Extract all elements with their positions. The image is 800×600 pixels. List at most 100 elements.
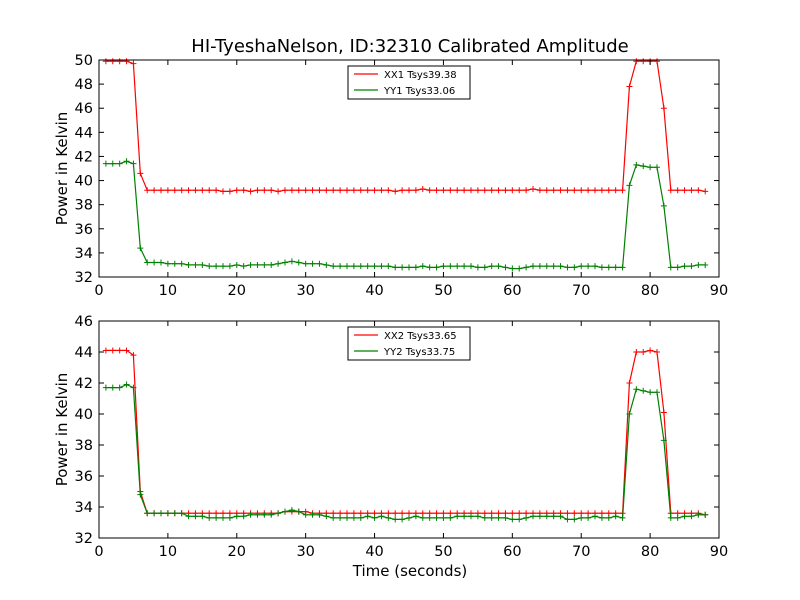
- bottom-series-1-point: [578, 514, 585, 521]
- bottom-x-tick-label: 80: [641, 544, 659, 560]
- bottom-series-1-point: [681, 513, 688, 520]
- top-x-tick-label: 20: [228, 283, 246, 299]
- bottom-series-1-point: [288, 507, 295, 514]
- top-series-1-point: [268, 261, 275, 268]
- bottom-y-axis-label: Power in Kelvin: [53, 373, 71, 487]
- top-series-0-point: [681, 187, 688, 194]
- bottom-series-line-1: [105, 383, 706, 521]
- bottom-series-1-point: [158, 510, 164, 517]
- top-series-1-point: [598, 264, 605, 271]
- bottom-series-1-point: [151, 510, 158, 517]
- top-series-1-point: [523, 264, 530, 271]
- top-series-1-point: [116, 160, 123, 167]
- top-series-0-point: [178, 187, 185, 194]
- top-series-0-point: [116, 58, 123, 65]
- top-series-0-point: [557, 187, 564, 194]
- bottom-panel: 0 10 20 30 40 50 60 70 80 90 32 34 36 38 40 42 44 46 Powe…: [53, 314, 728, 560]
- top-legend-label-yy1: YY1 Tsys33.06: [383, 86, 455, 97]
- bottom-series-1-point: [660, 437, 667, 444]
- top-series-1-point: [302, 260, 309, 267]
- bottom-series-0-point: [399, 510, 406, 517]
- top-series-1-point: [509, 265, 516, 272]
- top-series-0-point: [323, 187, 330, 194]
- bottom-legend: XX2 Tsys33.65 YY2 Tsys33.75: [347, 326, 471, 361]
- top-series-1-point: [392, 264, 399, 271]
- top-series-1-point: [357, 263, 364, 270]
- bottom-series-0-point: [571, 510, 578, 517]
- chart-title: HI-TyeshaNelson, ID:32310 Calibrated Amp…: [191, 36, 628, 57]
- bottom-series-1-point: [640, 387, 647, 394]
- top-series-0-point: [488, 187, 495, 194]
- top-series-0-point: [495, 187, 502, 194]
- top-series-1-point: [350, 263, 357, 270]
- bottom-x-tick-label: 10: [159, 544, 177, 560]
- top-series-0-point: [598, 187, 605, 194]
- bottom-series-0-point: [509, 510, 516, 517]
- top-series-1-point: [344, 263, 350, 270]
- top-legend: XX1 Tsys39.38 YY1 Tsys33.06: [347, 65, 471, 100]
- bottom-y-tick-label: 44: [75, 345, 93, 361]
- top-series-0-point: [640, 58, 647, 65]
- top-series-1-point: [468, 263, 474, 270]
- top-series-0-point: [109, 58, 116, 65]
- bottom-x-tick-label: 20: [228, 544, 246, 560]
- bottom-series-1-point: [261, 511, 268, 518]
- top-series-0-point: [633, 58, 640, 65]
- bottom-series-1-point: [550, 513, 557, 520]
- top-legend-box: [347, 65, 471, 100]
- top-series-0-point: [688, 187, 695, 194]
- top-series-0-point: [619, 187, 626, 194]
- bottom-series-0-point: [130, 352, 137, 359]
- bottom-series-1-point: [536, 513, 543, 520]
- bottom-series-1-point: [213, 514, 220, 521]
- top-series-1-point: [220, 263, 226, 270]
- bottom-series-1-point: [509, 516, 516, 523]
- top-x-tick-label: 60: [503, 283, 521, 299]
- bottom-series-1-point: [619, 514, 626, 521]
- bottom-series-1-point: [412, 513, 419, 520]
- top-panel: 0 10 20 30 40 50 60 70 80 9032343638404244464850 …: [53, 53, 728, 299]
- top-series-0-point: [302, 187, 309, 194]
- top-series-1-point: [226, 263, 233, 270]
- top-series-1-point: [137, 245, 144, 252]
- top-y-tick-label: 46: [75, 101, 93, 117]
- bottom-series-1-point: [171, 510, 178, 517]
- top-x-tick-label: 50: [434, 283, 452, 299]
- bottom-series-1-point: [109, 384, 116, 391]
- bottom-series-1-point: [667, 514, 674, 521]
- bottom-series-0-point: [660, 409, 667, 416]
- top-series-1-point: [660, 202, 667, 209]
- bottom-x-tick-label: 30: [296, 544, 314, 560]
- bottom-series-1-point: [220, 514, 226, 521]
- bottom-series-1-point: [495, 514, 502, 521]
- top-series-1-point: [247, 261, 254, 268]
- top-series-1-point: [123, 158, 130, 165]
- bottom-series-1-point: [605, 514, 612, 521]
- top-series-0-point: [605, 187, 612, 194]
- top-series-0-point: [275, 188, 282, 195]
- top-series-0-point: [481, 187, 488, 194]
- top-series-0-point: [447, 187, 454, 194]
- bottom-series-0-point: [564, 510, 571, 517]
- bottom-series-1-point: [309, 511, 316, 518]
- top-series-1-point: [688, 263, 695, 270]
- top-series-1-point: [426, 264, 433, 271]
- top-series-1-point: [164, 260, 171, 267]
- top-series-1-point: [371, 263, 378, 270]
- top-series-1-point: [178, 260, 185, 267]
- top-series-1-point: [461, 263, 468, 270]
- top-series-0-point: [316, 187, 323, 194]
- top-series-1-point: [102, 160, 109, 167]
- top-series-0-point: [509, 187, 516, 194]
- top-series-1-point: [516, 265, 523, 272]
- top-series-1-point: [323, 261, 330, 268]
- bottom-series-1-point: [454, 513, 461, 520]
- bottom-series-0-point: [640, 349, 647, 355]
- bottom-y-tick-label: 34: [75, 500, 93, 516]
- bottom-series-1-point: [626, 411, 633, 417]
- bottom-series-1-point: [130, 384, 137, 391]
- top-series-0-point: [695, 187, 702, 194]
- top-series-0-point: [674, 187, 681, 194]
- bottom-ticks-layer: 0 10 20 30 40 50 60 70 80 90 32 34 36 38 40 42 44 46: [75, 314, 729, 560]
- top-series-1-point: [385, 263, 392, 270]
